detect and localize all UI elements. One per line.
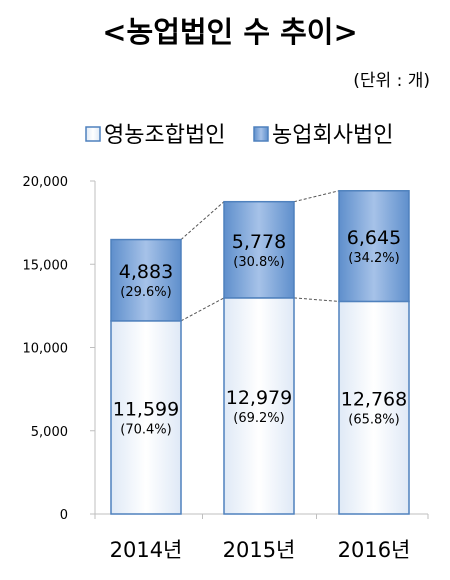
legend-swatch-series-1 [85, 126, 101, 142]
bar-series-2 [110, 238, 182, 322]
data-label-series-1: 12,768 [341, 389, 407, 411]
data-label-series-2: 4,883 [119, 261, 173, 283]
data-label-series-1: 12,979 [226, 387, 292, 409]
percent-label-series-1: (69.2%) [233, 411, 284, 426]
data-label-series-1: 11,599 [113, 398, 179, 420]
percent-label-series-1: (70.4%) [120, 422, 171, 437]
connector-line [293, 297, 340, 302]
connector-line [293, 190, 340, 203]
bar-series-2 [223, 200, 295, 299]
legend-label-series-1: 영농조합법인 [104, 123, 225, 148]
y-tick-label: 20,000 [23, 175, 69, 190]
legend-label-series-2: 농업회사법인 [272, 123, 393, 148]
y-tick-label: 5,000 [31, 425, 68, 440]
y-tick-label: 10,000 [23, 342, 69, 357]
unit-note: (단위 : 개) [353, 71, 430, 91]
bar-series-1 [338, 300, 410, 515]
chart-marks: 0 5,000 10,000 15,000 20,000 11,599 (70.4%) 4,8… [23, 175, 429, 562]
data-label-series-2: 5,778 [232, 231, 286, 253]
y-tick-label: 0 [60, 508, 68, 523]
bar-series-2 [338, 190, 410, 303]
y-tick-label: 15,000 [23, 258, 69, 273]
bar-series-1 [223, 297, 295, 515]
x-tick-label: 2016년 [338, 538, 411, 562]
percent-label-series-2: (30.8%) [233, 255, 284, 270]
connector-line [180, 201, 225, 240]
percent-label-series-2: (34.2%) [348, 251, 399, 266]
data-label-series-2: 6,645 [347, 227, 401, 249]
percent-label-series-1: (65.8%) [348, 413, 399, 428]
percent-label-series-2: (29.6%) [120, 285, 171, 300]
chart-title: <농업법인 수 추이> [102, 15, 358, 49]
bar-series-1 [110, 320, 182, 515]
legend: 영농조합법인 농업회사법인 [85, 123, 393, 148]
x-tick-label: 2015년 [223, 538, 296, 562]
x-tick-label: 2014년 [110, 538, 183, 562]
connector-line [180, 297, 225, 322]
legend-swatch-series-2 [253, 126, 269, 142]
